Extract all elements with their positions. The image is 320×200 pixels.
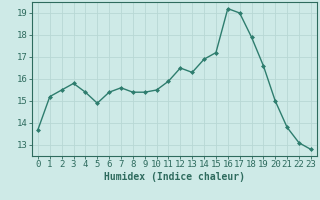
X-axis label: Humidex (Indice chaleur): Humidex (Indice chaleur): [104, 172, 245, 182]
